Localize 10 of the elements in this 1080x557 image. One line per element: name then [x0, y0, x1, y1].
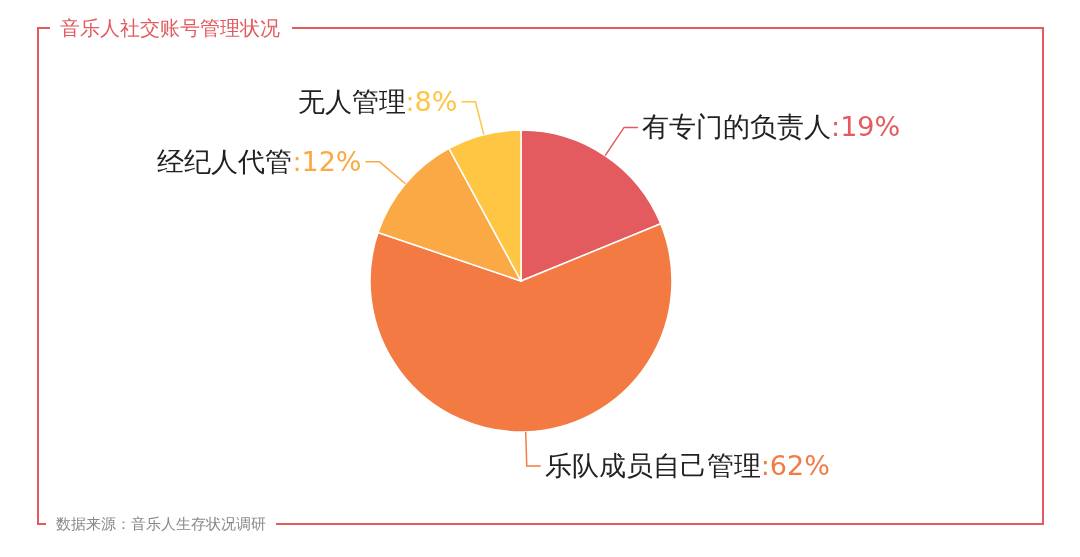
source-note: 数据来源：音乐人生存状况调研 [56, 515, 266, 533]
data-label: :19% [831, 111, 901, 143]
slice-label: 无人管理 [297, 85, 406, 117]
data-label: :62% [760, 449, 830, 481]
slice-label: 有专门的负责人 [642, 111, 832, 143]
slice-label: 乐队成员自己管理 [544, 449, 761, 481]
data-label: :8% [405, 85, 458, 117]
data-label: :12% [292, 145, 362, 177]
slice-label: 经纪人代管 [157, 145, 293, 177]
chart-title: 音乐人社交账号管理状况 [60, 16, 280, 40]
